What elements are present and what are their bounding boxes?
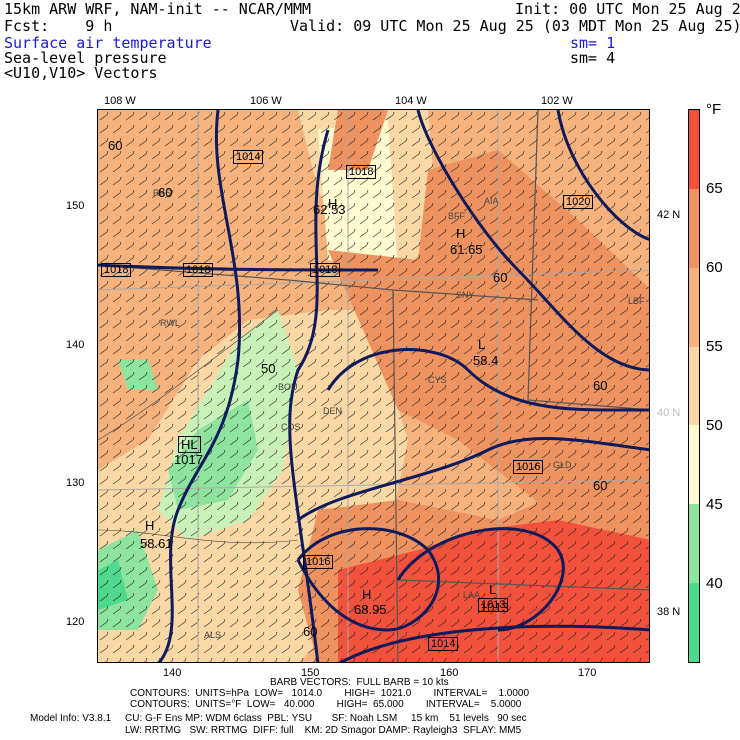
init-time: Init: 00 UTC Mon 25 Aug 25 bbox=[515, 0, 740, 18]
low-marker: L bbox=[478, 337, 486, 352]
city-label: RWL bbox=[160, 318, 180, 328]
high-value: 68.95 bbox=[354, 602, 387, 617]
isobar-label: 1016 bbox=[303, 555, 334, 569]
forecast-hour: Fcst: 9 h bbox=[4, 17, 113, 35]
isotherm-label: 60 bbox=[303, 624, 318, 639]
grid-y-label: 120 bbox=[66, 616, 85, 628]
low-value: 58.4 bbox=[473, 353, 499, 368]
colorbar-swatch bbox=[689, 267, 699, 347]
isobar-label: 1016 bbox=[513, 460, 544, 474]
colorbar-swatch bbox=[689, 110, 699, 189]
colorbar-label: 55 bbox=[706, 338, 723, 355]
isobar-label: 1014 bbox=[233, 150, 264, 164]
map-panel: 1018 1018 1020 1016 1016 1013 1014 1014 … bbox=[97, 109, 650, 663]
field-temperature: Surface air temperature bbox=[4, 34, 212, 52]
barb-legend: BARB VECTORS: FULL BARB = 10 kts bbox=[270, 677, 449, 688]
lat-label: 38 N bbox=[657, 606, 681, 618]
city-label: SNY bbox=[456, 290, 475, 300]
city-label: BFF bbox=[448, 211, 465, 221]
high-value: 58.61 bbox=[140, 536, 173, 551]
colorbar-label: 65 bbox=[706, 180, 723, 197]
colorbar-unit: °F bbox=[706, 101, 722, 118]
colorbar bbox=[688, 109, 700, 663]
map-svg bbox=[98, 110, 649, 662]
high-marker: H bbox=[362, 587, 372, 602]
low-marker: L bbox=[489, 582, 497, 597]
high-value: 62.53 bbox=[313, 202, 346, 217]
isobar-label: 1018 bbox=[310, 263, 341, 277]
lon-label: 108 W bbox=[104, 95, 136, 107]
model-info-physics: LW: RRTMG SW: RRTMG DIFF: full KM: 2D Sm… bbox=[125, 725, 522, 736]
colorbar-label: 45 bbox=[706, 496, 723, 513]
grid-x-label: 140 bbox=[163, 667, 182, 679]
grid-y-label: 130 bbox=[66, 477, 85, 489]
lat-label: 40 N bbox=[657, 407, 681, 419]
isobar-label: 1018 bbox=[101, 263, 132, 277]
colorbar-swatch bbox=[689, 583, 699, 662]
city-label: CYS bbox=[428, 375, 447, 385]
wind-barbs bbox=[98, 110, 649, 662]
grid-y-label: 140 bbox=[66, 339, 85, 351]
isotherm-label: 60 bbox=[593, 478, 608, 493]
isobar-label: 1018 bbox=[183, 263, 214, 277]
colorbar-label: 60 bbox=[706, 259, 723, 276]
lon-label: 106 W bbox=[250, 95, 282, 107]
model-title: 15km ARW WRF, NAM-init -- NCAR/MMM bbox=[4, 0, 312, 18]
isotherm-label: 60 bbox=[493, 270, 508, 285]
state-borders bbox=[98, 110, 649, 662]
grid-x-label: 160 bbox=[440, 667, 459, 679]
grid-x-label: 170 bbox=[578, 667, 597, 679]
isobar-label: 1018 bbox=[346, 165, 377, 179]
grid-x-label: 150 bbox=[301, 667, 320, 679]
isotherm-label: 60 bbox=[593, 378, 608, 393]
isotherm-label: 60 bbox=[158, 185, 173, 200]
high-low-value: 1017 bbox=[174, 452, 203, 467]
high-low-marker: HL bbox=[178, 436, 201, 453]
city-label: BOU bbox=[278, 382, 298, 392]
colorbar-label: 50 bbox=[706, 417, 723, 434]
colorbar-label: 40 bbox=[706, 575, 723, 592]
city-label: COS bbox=[281, 422, 301, 432]
high-marker: H bbox=[145, 518, 155, 533]
field-pressure-smoothing: sm= 4 bbox=[570, 49, 616, 67]
model-info: Model Info: V3.8.1 CU: G-F Ens MP: WDM 6… bbox=[30, 713, 527, 724]
lat-label: 42 N bbox=[657, 209, 681, 221]
lon-label: 102 W bbox=[541, 95, 573, 107]
isobar-label: 1014 bbox=[428, 637, 459, 651]
low-value: 1013 bbox=[480, 600, 509, 615]
grid-y-label: 150 bbox=[66, 200, 85, 212]
city-label: GLD bbox=[553, 460, 572, 470]
colorbar-swatch bbox=[689, 504, 699, 584]
colorbar-swatch bbox=[689, 425, 699, 505]
isobar-label: 1013 bbox=[478, 598, 509, 612]
isotherms-thin bbox=[98, 309, 299, 544]
field-temperature-smoothing: sm= 1 bbox=[570, 34, 616, 52]
lon-label: 104 W bbox=[395, 95, 427, 107]
valid-time: Valid: 09 UTC Mon 25 Aug 25 (03 MDT Mon … bbox=[290, 17, 740, 35]
colorbar-swatch bbox=[689, 188, 699, 268]
isotherm-label: 60 bbox=[108, 138, 123, 153]
isobars bbox=[98, 110, 649, 662]
high-marker: H bbox=[456, 226, 466, 241]
isobar-label: 1020 bbox=[563, 195, 594, 209]
colorbar-swatch bbox=[689, 346, 699, 426]
city-label: LAA bbox=[463, 590, 481, 600]
city-label: DEN bbox=[323, 406, 343, 416]
graticule bbox=[98, 110, 649, 662]
high-marker: H bbox=[328, 196, 338, 211]
city-label: LBF bbox=[628, 296, 645, 306]
city-label: RKS bbox=[153, 188, 172, 198]
field-pressure: Sea-level pressure bbox=[4, 49, 167, 67]
contours-hpa: CONTOURS: UNITS=hPa LOW= 1014.0 HIGH= 10… bbox=[130, 688, 530, 699]
city-label: AIA bbox=[484, 196, 499, 206]
contours-degf: CONTOURS: UNITS=°F LOW= 40.000 HIGH= 65.… bbox=[130, 699, 522, 710]
isotherm-label: 50 bbox=[261, 361, 276, 376]
field-wind-vectors: <U10,V10> Vectors bbox=[4, 64, 158, 82]
high-value: 61.65 bbox=[450, 242, 483, 257]
city-label: ALS bbox=[204, 630, 222, 640]
